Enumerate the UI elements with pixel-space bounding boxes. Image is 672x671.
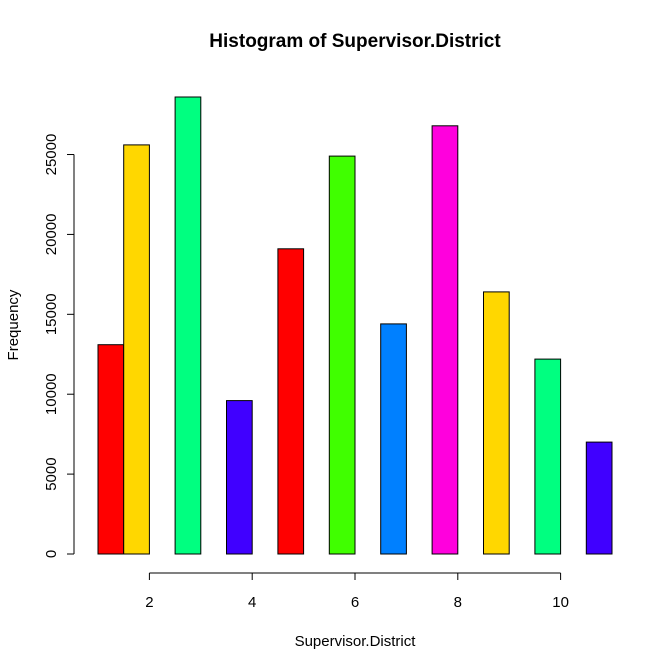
bar-4: [226, 400, 253, 555]
y-tick-label-10000: 10000: [43, 373, 60, 415]
bar-7: [380, 323, 407, 555]
y-tick-label-25000: 25000: [43, 134, 60, 176]
bar-6: [328, 155, 356, 555]
bar-5: [277, 248, 305, 555]
y-tick-label-20000: 20000: [43, 214, 60, 256]
bar-2: [123, 144, 150, 555]
bar-11: [585, 441, 613, 555]
x-tick-label-8: 8: [454, 594, 462, 611]
x-tick-label-6: 6: [351, 594, 359, 611]
bar-8: [431, 125, 459, 555]
x-tick-label-2: 2: [145, 594, 153, 611]
x-tick-label-10: 10: [552, 594, 569, 611]
bars-group: [97, 96, 613, 555]
bar-10: [534, 358, 562, 555]
bar-1: [97, 344, 125, 555]
y-axis: 0 5000 10000 15000 20000 25000: [43, 134, 75, 558]
y-tick-label-15000: 15000: [43, 293, 60, 335]
x-axis: 2 4 6 8 10: [145, 572, 569, 611]
bar-3: [174, 96, 202, 555]
y-tick-label-5000: 5000: [43, 457, 60, 490]
x-axis-label: Supervisor.District: [295, 633, 417, 650]
bar-9: [483, 291, 510, 555]
y-tick-label-0: 0: [43, 550, 60, 558]
chart-title: Histogram of Supervisor.District: [209, 31, 501, 52]
x-tick-label-4: 4: [248, 594, 256, 611]
y-axis-label: Frequency: [5, 289, 22, 360]
